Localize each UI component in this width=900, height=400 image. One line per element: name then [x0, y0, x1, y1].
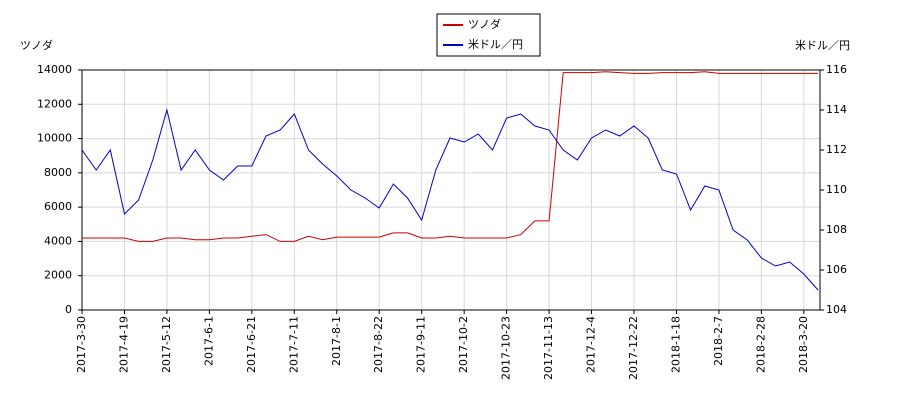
y-tick-label: 14000: [37, 63, 72, 76]
y2-axis-title: 米ドル／円: [795, 39, 850, 52]
x-tick-label: 2017-7-11: [287, 316, 300, 373]
y2-tick-label: 116: [826, 63, 847, 76]
x-tick-label: 2017-3-30: [75, 316, 88, 373]
x-tick-label: 2017-6-1: [202, 316, 215, 366]
x-tick-label: 2017-8-22: [372, 316, 385, 373]
x-tick-label: 2017-8-1: [330, 316, 343, 366]
x-tick-label: 2017-12-22: [627, 316, 640, 380]
y2-tick-label: 112: [826, 143, 847, 156]
y2-tick-label: 106: [826, 263, 847, 276]
x-tick-label: 2018-2-7: [712, 316, 725, 366]
x-tick-label: 2017-4-19: [117, 316, 130, 373]
x-tick-label: 2018-3-20: [797, 316, 810, 373]
y-tick-label: 4000: [44, 234, 72, 247]
plot-frame: [81, 69, 821, 311]
legend-box: [436, 13, 541, 57]
x-tick-label: 2018-1-18: [669, 316, 682, 373]
legend-label: ツノダ: [468, 17, 501, 31]
y2-tick-label: 114: [826, 103, 847, 116]
x-tick-label: 2018-2-28: [754, 316, 767, 373]
y2-tick-label: 104: [826, 303, 847, 316]
legend-label: 米ドル／円: [468, 38, 523, 51]
y-tick-label: 2000: [44, 269, 72, 282]
x-tick-label: 2017-9-11: [415, 316, 428, 373]
x-tick-label: 2017-5-12: [160, 316, 173, 373]
series-line: [82, 71, 818, 242]
y-tick-label: 6000: [44, 200, 72, 213]
y-axis-title: ツノダ: [20, 38, 53, 52]
y-tick-label: 10000: [37, 132, 72, 145]
x-tick-label: 2017-12-4: [585, 316, 598, 373]
y2-tick-label: 108: [826, 223, 847, 236]
x-tick-label: 2017-10-2: [457, 316, 470, 373]
y-tick-label: 12000: [37, 97, 72, 110]
series-line: [81, 108, 819, 291]
y-tick-label: 8000: [44, 166, 72, 179]
y-tick-label: 0: [65, 303, 72, 316]
x-tick-label: 2017-10-23: [500, 316, 513, 380]
y2-tick-label: 110: [826, 183, 847, 196]
x-tick-label: 2017-11-13: [542, 316, 555, 380]
x-tick-label: 2017-6-21: [245, 316, 258, 373]
